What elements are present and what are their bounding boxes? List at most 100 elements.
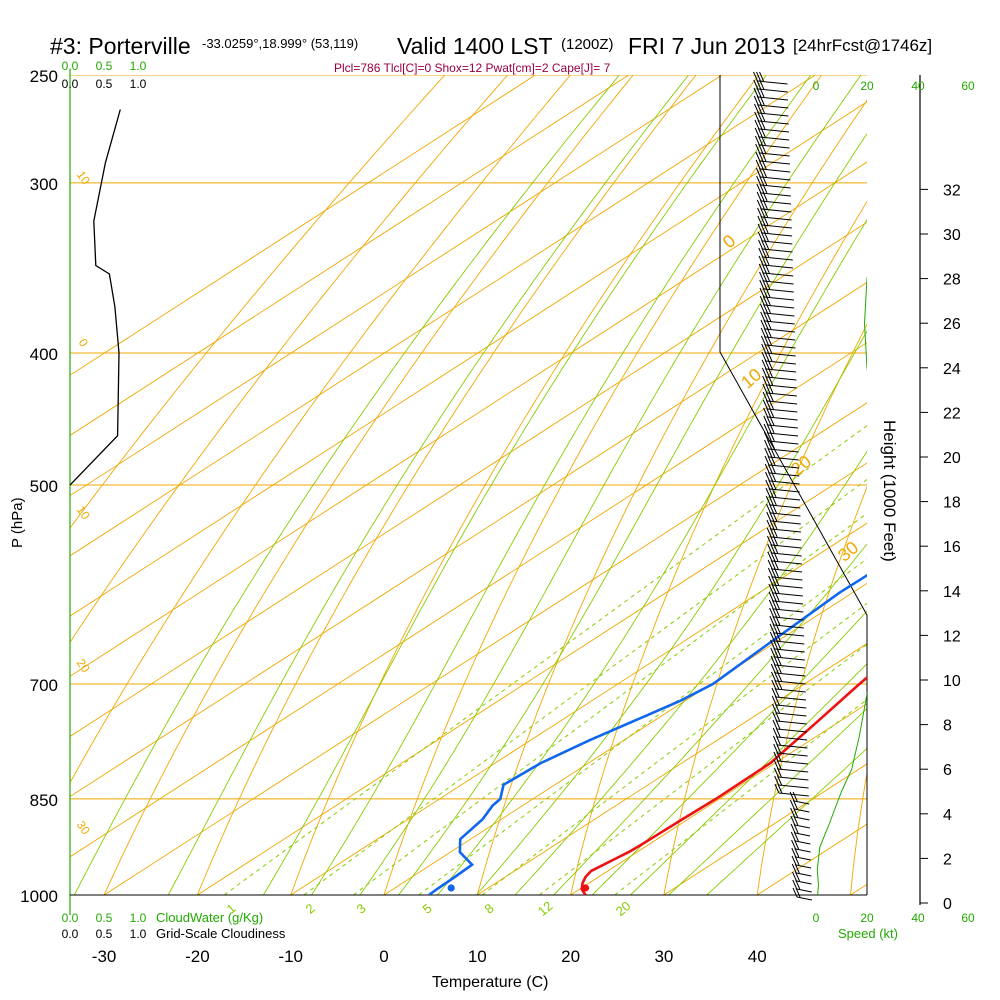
wind-barb-staff (773, 624, 804, 629)
wind-barb-flag (770, 655, 776, 666)
wind-barb-staff (794, 800, 810, 805)
wind-barb-flag (768, 495, 774, 506)
wind-barb-flag (756, 79, 762, 90)
wind-barb-staff (766, 376, 797, 381)
wind-barb-flag (764, 463, 770, 474)
wind-barb-flag (789, 799, 795, 810)
wind-barb (767, 567, 803, 581)
wind-barb-flag (775, 735, 781, 746)
wind-barb (753, 79, 788, 93)
wind-barb-staff (768, 432, 799, 437)
wind-barb (773, 751, 808, 765)
wind-barb-flag (790, 823, 796, 834)
isotherm-0 (383, 582, 867, 895)
wind-barb-flag (764, 455, 770, 466)
wind-barb-staff (796, 896, 813, 901)
wind-barb-staff (770, 504, 801, 509)
wind-barb (768, 591, 804, 605)
wind-barb-staff (760, 176, 791, 181)
wind-barb-flag (760, 335, 766, 346)
dry-adiabat-label-0: 10 (74, 168, 93, 187)
wind-barb (761, 351, 796, 365)
wind-bottom-tick-60: 60 (961, 911, 975, 925)
moist-adiabat-0 (359, 75, 862, 895)
wind-barb-flag (765, 383, 771, 394)
wind-barb-flag (795, 887, 801, 898)
moist-adiabat--30 (73, 75, 620, 895)
wind-barb-flag (765, 495, 771, 506)
wind-barb-staff (775, 688, 806, 693)
isotherm-label-0: 0 (719, 231, 740, 253)
wind-barb-flag (768, 575, 774, 586)
wind-barb-staff (794, 832, 811, 837)
wind-barb-flag (764, 439, 770, 450)
wind-barb-flag (794, 847, 800, 858)
wind-barb-staff (775, 680, 806, 685)
wind-barb-staff (795, 840, 811, 845)
wind-barb-flag (763, 335, 769, 346)
grid-outline (69, 70, 921, 915)
wind-barb (754, 127, 790, 141)
cloudwater-top-tick-0: 0.0 (62, 59, 79, 73)
wind-barb-flag (758, 247, 764, 258)
wind-barb-flag (769, 623, 775, 634)
wind-barb-flag (753, 95, 759, 106)
wind-barb-flag (771, 671, 776, 682)
wind-barb-staff (757, 96, 789, 101)
wind-barb (792, 879, 812, 893)
dry-adiabat-30 (663, 323, 867, 895)
wind-barb-flag (774, 687, 780, 698)
wind-barb (792, 871, 812, 885)
forecast-info: [24hrFcst@1746z] (793, 36, 932, 55)
wind-barb-staff (759, 136, 790, 141)
wind-barb-flag (767, 559, 773, 570)
wind-barb-flag (767, 463, 773, 474)
temperature-tick--30: -30 (92, 947, 117, 966)
wind-barb (789, 791, 810, 805)
wind-barb-flag (767, 567, 773, 578)
wind-barb-flag (765, 487, 771, 498)
pressure-tick-1000: 1000 (20, 887, 58, 906)
wind-barb-flag (766, 519, 772, 530)
wind-barb-staff (778, 784, 809, 789)
wind-barb-staff (762, 256, 793, 261)
surface-dewpoint-marker (447, 884, 455, 892)
cloudwater-top-tick-1: 0.5 (96, 59, 113, 73)
wind-barb-flag (760, 223, 766, 234)
mixing-ratio-2 (303, 478, 867, 895)
wind-barb-staff (767, 400, 798, 405)
wind-barb (766, 519, 802, 533)
wind-barb-flag (759, 271, 764, 282)
wind-barb-flag (764, 359, 770, 370)
wind-barb-flag (791, 847, 797, 858)
wind-barb-flag (760, 303, 765, 314)
wind-barb (758, 239, 793, 253)
wind-barb-flag (792, 791, 798, 802)
wind-bottom-tick-20: 20 (860, 911, 874, 925)
wind-barb-staff (759, 160, 790, 165)
moist-adiabat-8 (437, 218, 867, 895)
wind-barb (791, 839, 811, 853)
wind-barb (766, 511, 801, 525)
wind-barb (762, 391, 798, 405)
wind-barb-flag (767, 439, 773, 450)
wind-barb-staff (776, 728, 808, 733)
wind-barb-flag (772, 623, 778, 634)
wind-barb-staff (767, 408, 798, 413)
wind-barb-staff (778, 768, 809, 773)
wind-barb-flag (761, 367, 767, 378)
wind-barb-flag (768, 471, 773, 482)
wind-barb-staff (794, 808, 810, 813)
y-axis-label: P (hPa) (9, 497, 26, 548)
wind-barb-staff (772, 592, 803, 597)
wind-barb-flag (772, 719, 778, 730)
wind-barb-flag (774, 695, 780, 706)
wind-barb-flag (765, 479, 771, 490)
background-grid (70, 75, 867, 895)
wind-barb (770, 655, 806, 669)
height-tick-0: 0 (943, 896, 952, 913)
wind-barb-flag (791, 863, 797, 874)
wind-barb-flag (776, 751, 782, 762)
moist-adiabat-4 (398, 132, 867, 895)
wind-barb-flag (763, 431, 769, 442)
